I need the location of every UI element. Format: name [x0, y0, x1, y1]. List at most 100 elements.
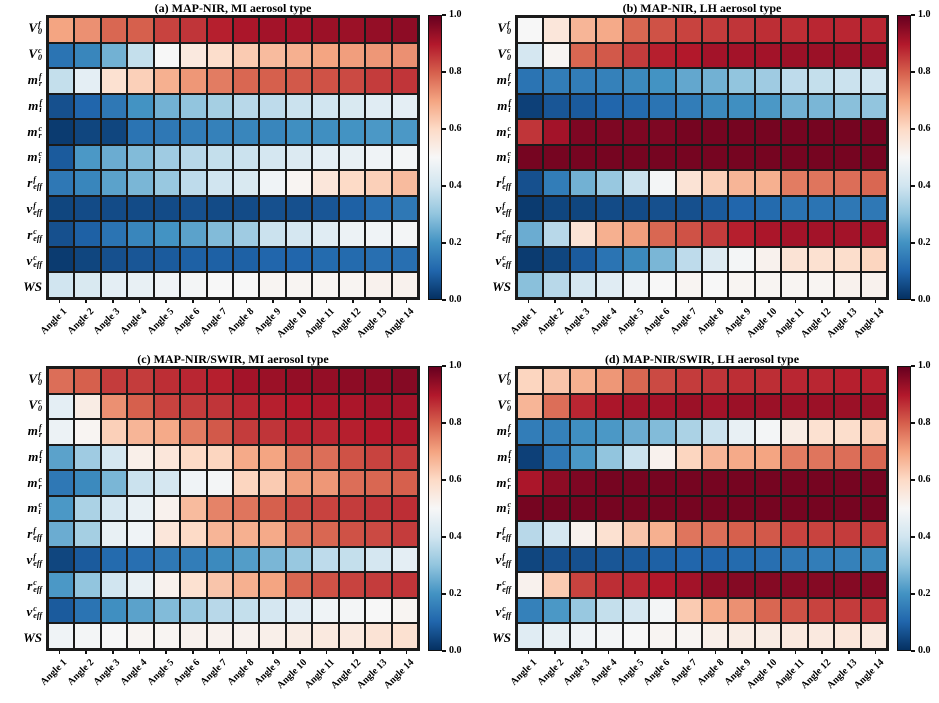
heatmap-cell: [153, 93, 181, 120]
heatmap-cell: [702, 572, 729, 598]
heatmap-cell: [74, 368, 101, 394]
heatmap-cell: [596, 444, 623, 471]
heatmap-cell: [781, 393, 808, 420]
x-axis-tick: [112, 651, 114, 654]
x-axis-tick: [325, 651, 328, 654]
heatmap-cell: [48, 623, 75, 649]
heatmap-cell: [649, 195, 676, 222]
heatmap-cell: [834, 368, 861, 394]
heatmap-cell: [48, 144, 75, 171]
heatmap-cell: [754, 495, 782, 522]
heatmap-cell: [48, 393, 75, 420]
heatmap-cell: [543, 597, 570, 624]
x-axis-label: Angle 8: [695, 657, 727, 688]
x-axis-label: Angle 12: [328, 306, 363, 341]
x-axis-tick: [661, 300, 663, 303]
heatmap-cell: [233, 93, 260, 120]
heatmap-cell: [338, 495, 366, 522]
x-axis-tick: [848, 300, 850, 303]
x-axis-tick: [165, 300, 167, 303]
heatmap-cell: [285, 195, 313, 222]
heatmap-cell: [702, 623, 729, 649]
heatmap-cell: [728, 572, 755, 598]
heatmap-cell: [834, 272, 861, 298]
heatmap-cell: [180, 521, 207, 547]
heatmap-cell: [312, 393, 339, 420]
heatmap-cell: [153, 68, 181, 94]
colorbar-tick-label: 0.2: [449, 237, 462, 248]
heatmap-cell: [569, 246, 597, 273]
x-axis-tick: [714, 300, 717, 303]
heatmap-cell: [180, 246, 207, 273]
heatmap-cell: [649, 444, 676, 471]
heatmap-cell: [100, 521, 128, 547]
heatmap-cell: [807, 572, 835, 598]
heatmap-cell: [312, 470, 339, 496]
heatmap-cell: [285, 368, 313, 394]
heatmap-cell: [100, 546, 128, 573]
heatmap-cell: [807, 68, 835, 94]
x-axis-tick: [874, 651, 877, 654]
heatmap-cell: [127, 419, 154, 445]
heatmap-cell: [702, 17, 729, 43]
x-axis-label: Angle 13: [355, 306, 390, 341]
heatmap-cell: [596, 597, 623, 624]
colorbar-tick: [911, 128, 915, 130]
heatmap-cell: [127, 521, 154, 547]
heatmap-cell: [127, 495, 154, 522]
heatmap-cell: [233, 246, 260, 273]
heatmap-cell: [233, 521, 260, 547]
heatmap-cell: [259, 546, 286, 573]
heatmap-cell: [48, 546, 75, 573]
heatmap-cell: [596, 246, 623, 273]
heatmap-cell: [702, 195, 729, 222]
heatmap-cell: [834, 495, 861, 522]
row-label: WS: [23, 630, 42, 646]
x-axis-tick: [272, 300, 274, 303]
row-label: v f eff: [26, 201, 42, 218]
heatmap-cell: [338, 419, 366, 445]
heatmap-cell: [569, 195, 597, 222]
heatmap-cell: [259, 444, 286, 471]
colorbar-tick-label: 0.4: [449, 180, 462, 191]
x-axis-label: Angle 12: [798, 657, 833, 692]
heatmap-cell: [74, 246, 101, 273]
heatmap-cell: [127, 393, 154, 420]
heatmap-cell: [860, 195, 887, 222]
heatmap-cell: [74, 444, 101, 471]
heatmap-cell: [391, 68, 418, 94]
heatmap-cell: [180, 495, 207, 522]
heatmap-cell: [391, 368, 418, 394]
colorbar-tick-label: 1.0: [918, 9, 931, 20]
heatmap-cell: [391, 521, 418, 547]
heatmap-cell: [206, 68, 233, 94]
x-axis-label: Angle 7: [668, 657, 700, 688]
heatmap-cell: [569, 521, 597, 547]
heatmap-cell: [569, 221, 597, 247]
heatmap-cell: [391, 144, 418, 171]
heatmap-cell: [365, 572, 392, 598]
heatmap-cell: [180, 170, 207, 196]
x-axis-label: Angle 13: [355, 657, 390, 692]
x-axis-label: Angle 11: [302, 657, 337, 691]
heatmap-cell: [285, 597, 313, 624]
heatmap-cell: [153, 495, 181, 522]
row-label: v f eff: [26, 552, 42, 569]
x-axis-tick: [299, 651, 301, 654]
heatmap-cell: [675, 42, 702, 69]
heatmap-cell: [365, 17, 392, 43]
heatmap-cell: [365, 597, 392, 624]
heatmap-cell: [834, 444, 861, 471]
heatmap-cell: [285, 546, 313, 573]
panel-title: (a) MAP-NIR, MI aerosol type: [154, 1, 312, 15]
colorbar-tick-label: 0.6: [918, 474, 931, 485]
heatmap-cell: [834, 221, 861, 247]
colorbar-tick: [442, 299, 446, 301]
colorbar-tick: [442, 650, 446, 652]
colorbar-tick-label: 0.0: [449, 645, 462, 656]
heatmap-cell: [728, 144, 755, 171]
heatmap-cell: [702, 495, 729, 522]
